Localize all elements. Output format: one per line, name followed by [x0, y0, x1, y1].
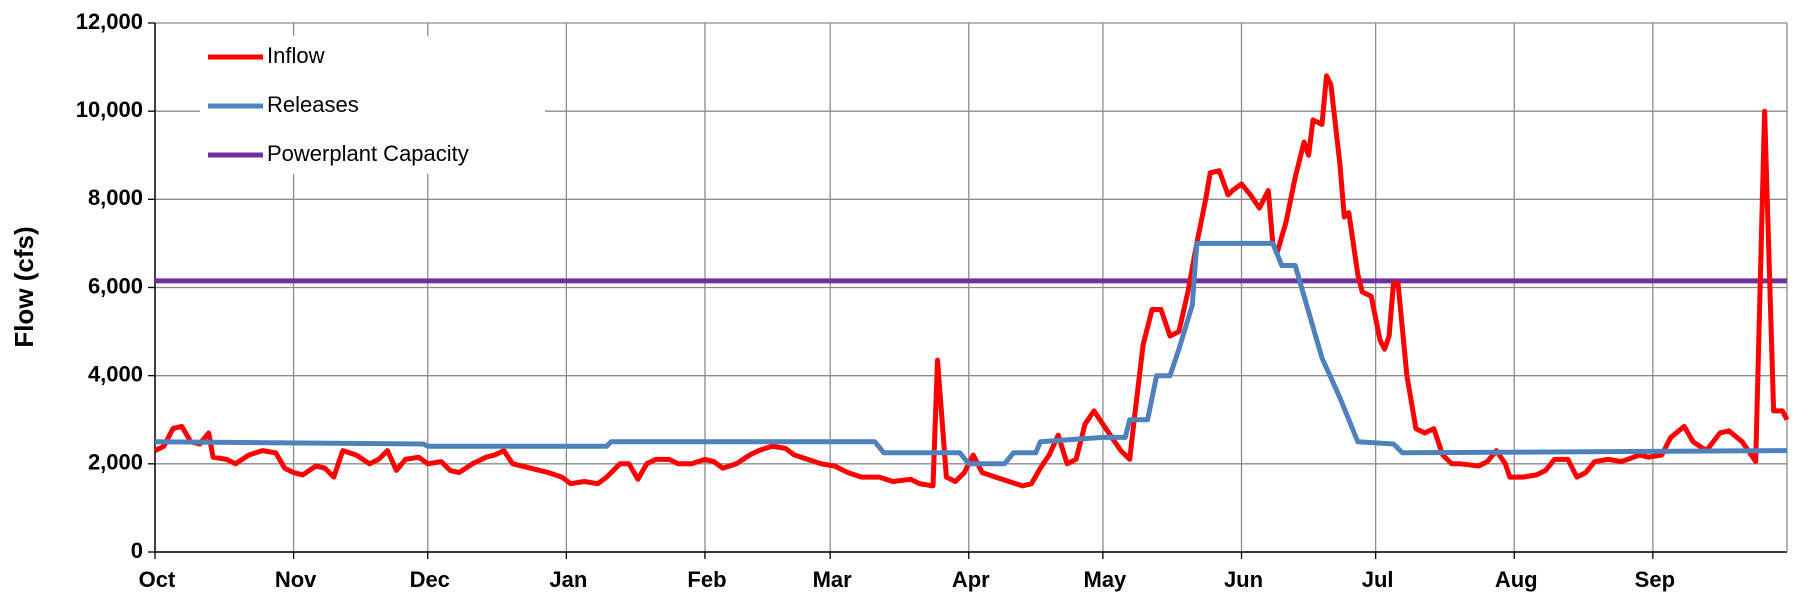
legend-label: Releases: [267, 92, 359, 117]
x-tick-label: Apr: [952, 567, 990, 592]
x-tick-label: Aug: [1495, 567, 1538, 592]
y-tick-label: 12,000: [76, 9, 143, 34]
y-tick-label: 2,000: [88, 450, 143, 475]
legend-label: Inflow: [267, 43, 325, 68]
x-tick-label: Sep: [1635, 567, 1675, 592]
y-tick-label: 0: [131, 538, 143, 563]
y-tick-label: 8,000: [88, 185, 143, 210]
series-line: [153, 73, 1790, 489]
legend-label: Powerplant Capacity: [267, 141, 469, 166]
x-tick-label: Oct: [139, 567, 176, 592]
x-tick-label: Feb: [687, 567, 726, 592]
y-tick-label: 4,000: [88, 361, 143, 386]
x-tick-label: Dec: [410, 567, 450, 592]
x-tick-label: Mar: [813, 567, 853, 592]
y-axis-label: Flow (cfs): [9, 226, 39, 347]
y-tick-label: 6,000: [88, 273, 143, 298]
series-line: [154, 240, 1788, 467]
x-tick-label: Jun: [1224, 567, 1263, 592]
x-tick-label: Jul: [1362, 567, 1394, 592]
x-tick-label: May: [1084, 567, 1128, 592]
y-tick-label: 10,000: [76, 97, 143, 122]
x-tick-label: Jan: [549, 567, 587, 592]
x-tick-label: Nov: [275, 567, 317, 592]
